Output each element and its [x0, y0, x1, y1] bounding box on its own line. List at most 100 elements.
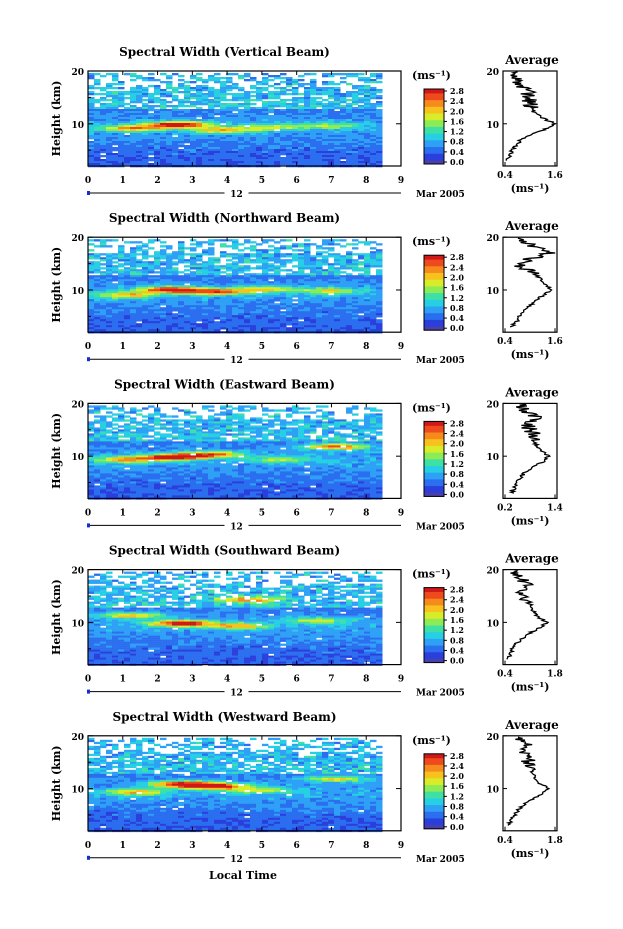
heatmap-cell: [262, 285, 269, 288]
x-tick-label: 8: [363, 342, 369, 352]
heatmap-cell: [130, 317, 137, 320]
heatmap-cell: [220, 441, 227, 444]
heatmap-cell: [112, 135, 119, 138]
heatmap-cell: [178, 135, 185, 138]
heatmap-cell: [118, 449, 125, 452]
heatmap-cell: [142, 319, 149, 322]
heatmap-cell: [118, 259, 125, 262]
heatmap-cell: [274, 151, 281, 154]
panel-title: Spectral Width (Northward Beam): [109, 211, 340, 225]
heatmap-cell: [340, 139, 347, 142]
heatmap-cell: [268, 163, 275, 166]
heatmap-cell: [256, 149, 263, 152]
heatmap-cell: [316, 261, 323, 264]
heatmap-cell: [88, 311, 95, 314]
heatmap-cell: [94, 429, 101, 432]
heatmap-cell: [130, 121, 137, 124]
heatmap-cell: [316, 319, 323, 322]
heatmap-cell: [88, 285, 95, 288]
heatmap-cell: [178, 443, 185, 446]
heatmap-cell: [220, 439, 227, 442]
heatmap-cell: [256, 317, 263, 320]
heatmap-cell: [106, 125, 113, 128]
heatmap-cell: [136, 139, 143, 142]
heatmap-cell: [184, 269, 191, 272]
heatmap-cell: [364, 279, 371, 282]
heatmap-cell: [238, 135, 245, 138]
heatmap-cell: [88, 323, 95, 326]
heatmap-cell: [148, 109, 155, 112]
heatmap-cell: [142, 123, 149, 126]
heatmap-cell: [208, 273, 215, 276]
heatmap-cell: [280, 277, 287, 280]
heatmap-cell: [112, 279, 119, 282]
heatmap-cell: [280, 81, 287, 84]
heatmap-cell: [220, 271, 227, 274]
heatmap-cell: [244, 301, 251, 304]
heatmap-cell: [202, 269, 209, 272]
heatmap-cell: [346, 163, 353, 166]
heatmap-cell: [280, 265, 287, 268]
heatmap-cell: [292, 277, 299, 280]
heatmap-cell: [130, 123, 137, 126]
heatmap-cell: [298, 133, 305, 136]
heatmap-cell: [172, 133, 179, 136]
heatmap-cell: [88, 161, 95, 164]
heatmap-cell: [238, 105, 245, 108]
heatmap-cell: [196, 303, 203, 306]
heatmap-cell: [256, 139, 263, 142]
colorbar-segment: [424, 322, 444, 324]
heatmap-cell: [94, 147, 101, 150]
heatmap-cell: [166, 279, 173, 282]
heatmap-cell: [244, 161, 251, 164]
heatmap-cell: [160, 121, 167, 124]
heatmap-cell: [238, 133, 245, 136]
heatmap-cell: [226, 161, 233, 164]
heatmap-cell: [214, 441, 221, 444]
heatmap-cell: [286, 319, 293, 322]
heatmap-cell: [358, 293, 365, 296]
heatmap-cell: [208, 281, 215, 284]
heatmap-cell: [250, 119, 257, 122]
heatmap-cell: [232, 241, 239, 244]
heatmap-cell: [130, 411, 137, 414]
panel-2: Spectral Width (Eastward Beam)0 1 2 3 4 5 6 7 8 9…: [50, 377, 563, 532]
heatmap-cell: [202, 249, 209, 252]
heatmap-cell: [304, 255, 311, 258]
heatmap-cell: [262, 443, 269, 446]
heatmap-cell: [262, 325, 269, 328]
heatmap-cell: [184, 97, 191, 100]
heatmap-cell: [238, 95, 245, 98]
heatmap-cell: [250, 285, 257, 288]
heatmap-cell: [304, 89, 311, 92]
heatmap-cell: [220, 239, 227, 242]
heatmap-cell: [298, 249, 305, 252]
heatmap-cell: [358, 111, 365, 114]
colorbar-tick-label: 0.0: [450, 323, 464, 333]
heatmap-cell: [274, 123, 281, 126]
colorbar-segment: [424, 318, 444, 320]
heatmap-cell: [88, 119, 95, 122]
heatmap-cell: [352, 421, 359, 424]
heatmap-cell: [322, 141, 329, 144]
heatmap-cell: [130, 241, 137, 244]
heatmap-cell: [292, 423, 299, 426]
heatmap-cell: [124, 141, 131, 144]
heatmap-cell: [328, 75, 335, 78]
heatmap-cell: [250, 297, 257, 300]
heatmap-cell: [286, 99, 293, 102]
heatmap-cell: [322, 241, 329, 244]
heatmap-cell: [184, 435, 191, 438]
heatmap-cell: [358, 79, 365, 82]
heatmap-cell: [346, 283, 353, 286]
heatmap-cell: [88, 137, 95, 140]
heatmap-cell: [214, 413, 221, 416]
heatmap-cell: [112, 97, 119, 100]
heatmap-cell: [154, 123, 161, 126]
heatmap-cell: [238, 129, 245, 132]
heatmap-cell: [322, 301, 329, 304]
heatmap-cell: [286, 301, 293, 304]
heatmap-cell: [370, 127, 377, 130]
heatmap-cell: [160, 297, 167, 300]
heatmap-cell: [238, 299, 245, 302]
